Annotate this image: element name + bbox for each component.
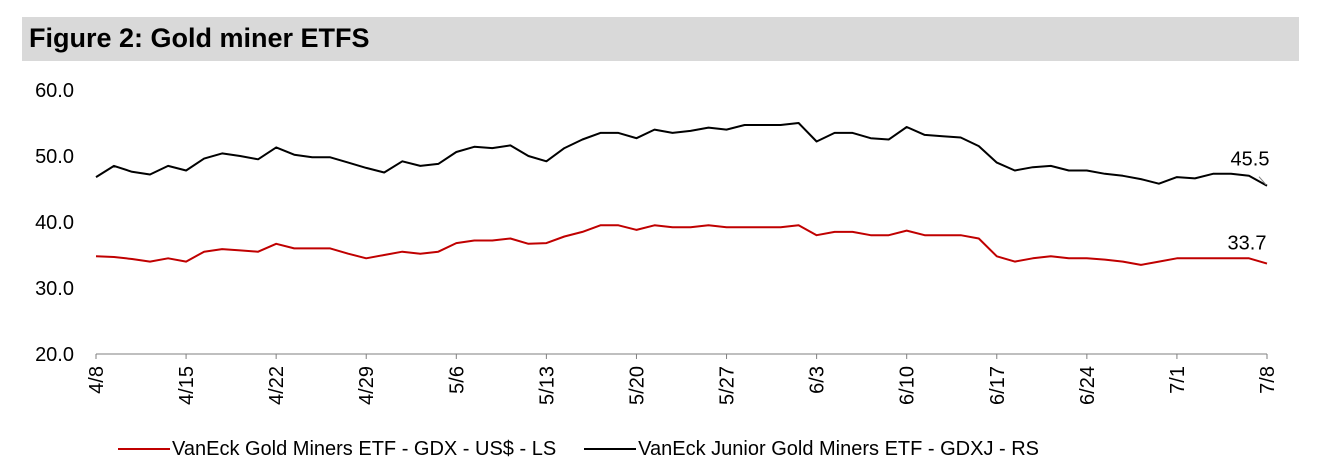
x-tick-label: 4/8 <box>86 366 108 394</box>
x-tick-label: 6/10 <box>897 366 919 405</box>
legend-item-gdx: VanEck Gold Miners ETF - GDX - US$ - LS <box>118 438 556 461</box>
y-tick-label: 50.0 <box>35 146 74 168</box>
x-tick-label: 6/24 <box>1077 366 1099 405</box>
series-line-gdxj <box>95 122 1268 187</box>
y-tick-label: 40.0 <box>35 212 74 234</box>
y-tick-label: 30.0 <box>35 278 74 300</box>
x-tick-label: 4/29 <box>356 366 378 405</box>
page-title: Figure 2: Gold miner ETFS <box>29 23 370 53</box>
legend-item-gdxj: VanEck Junior Gold Miners ETF - GDXJ - R… <box>584 438 1039 461</box>
data-label-gdxj-end: 45.5 <box>1231 149 1270 171</box>
data-label-gdx-end: 33.7 <box>1228 233 1267 255</box>
legend-label-gdx: VanEck Gold Miners ETF - GDX - US$ - LS <box>172 437 557 460</box>
x-tick-label: 6/3 <box>807 366 829 394</box>
title-bar: Figure 2: Gold miner ETFS <box>22 17 1299 61</box>
y-tick-label: 20.0 <box>35 344 74 366</box>
x-tick-label: 4/22 <box>266 366 288 405</box>
x-tick-label: 5/6 <box>446 366 468 394</box>
x-tick-label: 7/1 <box>1167 366 1189 394</box>
x-tick-label: 5/13 <box>536 366 558 405</box>
legend-swatch-gdx <box>118 448 170 450</box>
x-tick-label: 5/27 <box>717 366 739 405</box>
legend-label-gdxj: VanEck Junior Gold Miners ETF - GDXJ - R… <box>638 437 1040 460</box>
data-label-gdxj-leader <box>1258 176 1267 186</box>
x-tick-label: 6/17 <box>987 366 1009 405</box>
x-tick-label: 4/15 <box>176 366 198 405</box>
x-tick-label: 7/8 <box>1257 366 1279 394</box>
legend-swatch-gdxj <box>584 448 637 450</box>
series-line-gdx <box>95 224 1268 266</box>
y-tick-label: 60.0 <box>35 80 74 102</box>
x-tick-label: 5/20 <box>626 366 648 405</box>
chart-legend: VanEck Gold Miners ETF - GDX - US$ - LS … <box>118 436 1039 462</box>
